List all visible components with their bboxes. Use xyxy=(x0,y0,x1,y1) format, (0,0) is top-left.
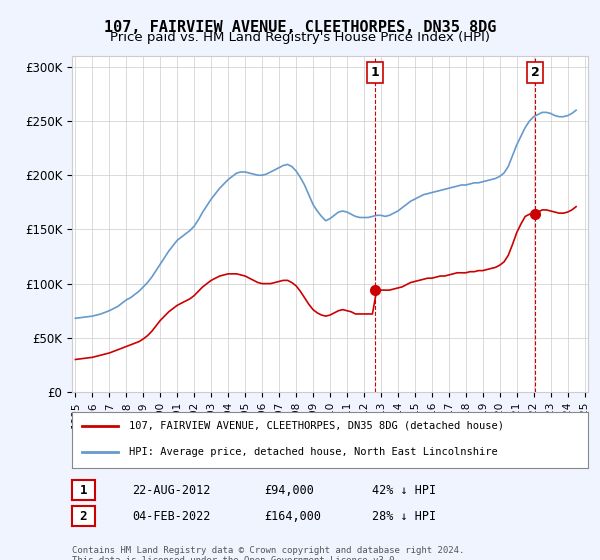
Text: 107, FAIRVIEW AVENUE, CLEETHORPES, DN35 8DG (detached house): 107, FAIRVIEW AVENUE, CLEETHORPES, DN35 … xyxy=(129,421,504,431)
Text: HPI: Average price, detached house, North East Lincolnshire: HPI: Average price, detached house, Nort… xyxy=(129,447,497,457)
Text: 107, FAIRVIEW AVENUE, CLEETHORPES, DN35 8DG: 107, FAIRVIEW AVENUE, CLEETHORPES, DN35 … xyxy=(104,20,496,35)
Text: 2: 2 xyxy=(531,66,539,79)
Text: Contains HM Land Registry data © Crown copyright and database right 2024.
This d: Contains HM Land Registry data © Crown c… xyxy=(72,546,464,560)
Text: Price paid vs. HM Land Registry's House Price Index (HPI): Price paid vs. HM Land Registry's House … xyxy=(110,31,490,44)
Text: 22-AUG-2012: 22-AUG-2012 xyxy=(132,483,211,497)
Text: £164,000: £164,000 xyxy=(264,510,321,523)
Text: 04-FEB-2022: 04-FEB-2022 xyxy=(132,510,211,523)
Text: 28% ↓ HPI: 28% ↓ HPI xyxy=(372,510,436,523)
Text: 42% ↓ HPI: 42% ↓ HPI xyxy=(372,483,436,497)
Text: 1: 1 xyxy=(371,66,379,79)
Text: £94,000: £94,000 xyxy=(264,483,314,497)
Text: 1: 1 xyxy=(80,483,87,497)
Text: 2: 2 xyxy=(80,510,87,523)
